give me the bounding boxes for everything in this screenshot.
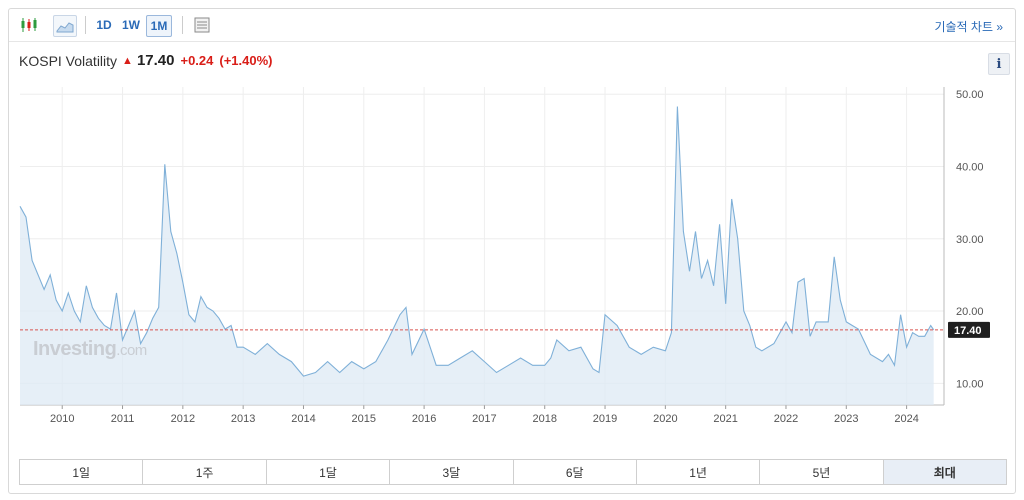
last-price-label-bg (948, 321, 990, 338)
range-tab[interactable]: 1년 (637, 460, 761, 484)
price-change-percent: (+1.40%) (219, 53, 273, 68)
x-tick-label: 2022 (774, 413, 798, 425)
x-tick-label: 2024 (894, 413, 918, 425)
x-tick-label: 2013 (231, 413, 255, 425)
technical-chart-link[interactable]: 기술적 차트 » (934, 20, 1003, 34)
x-tick-label: 2017 (472, 413, 496, 425)
range-tab[interactable]: 1일 (20, 460, 144, 484)
range-tab[interactable]: 5년 (760, 460, 884, 484)
y-tick-label: 20.00 (956, 306, 984, 318)
x-tick-label: 2012 (171, 413, 195, 425)
quote-header: KOSPI Volatility ▲ 17.40 +0.24 (+1.40%) (19, 52, 273, 69)
candlestick-icon[interactable] (19, 15, 39, 35)
price-change: +0.24 (180, 53, 214, 68)
x-tick-label: 2011 (111, 413, 135, 425)
range-tab[interactable]: 6달 (514, 460, 637, 484)
last-price-label: 17.40 (954, 325, 982, 337)
range-tab[interactable]: 1주 (143, 460, 267, 484)
x-tick-label: 2015 (352, 413, 376, 425)
chart-toolbar: 1D 1W 1M 기술적 차트 » (9, 9, 1015, 42)
range-tab[interactable]: 1달 (267, 460, 391, 484)
range-tab[interactable]: 3달 (390, 460, 514, 484)
toolbar-divider (85, 16, 86, 34)
x-tick-label: 2018 (532, 413, 556, 425)
investing-watermark: Investing.com (33, 338, 147, 361)
x-tick-label: 2023 (834, 413, 858, 425)
toolbar-divider (182, 16, 183, 34)
interval-1m-button[interactable]: 1M (146, 15, 172, 37)
watermark-brand: Investing (33, 338, 117, 360)
time-range-selector: 1일 1주 1달 3달 6달 1년 5년 최대 (19, 459, 1007, 485)
instrument-name: KOSPI Volatility (19, 52, 118, 69)
range-tab[interactable]: 최대 (883, 460, 1006, 484)
up-arrow-icon: ▲ (122, 54, 133, 67)
x-tick-label: 2021 (713, 413, 737, 425)
y-tick-label: 10.00 (956, 378, 984, 390)
x-tick-label: 2014 (291, 413, 315, 425)
info-button[interactable]: i (988, 53, 1010, 75)
y-tick-label: 40.00 (956, 162, 984, 174)
y-tick-label: 30.00 (956, 234, 984, 246)
series-area-fill (20, 106, 934, 405)
y-tick-label: 50.00 (956, 89, 984, 101)
x-tick-label: 2019 (593, 413, 617, 425)
x-tick-label: 2010 (50, 413, 74, 425)
table-view-icon[interactable] (192, 15, 212, 35)
series-line (19, 106, 935, 377)
last-price: 17.40 (136, 52, 175, 69)
x-tick-label: 2020 (653, 413, 677, 425)
area-chart-icon[interactable] (53, 15, 77, 37)
x-tick-label: 2016 (412, 413, 436, 425)
watermark-suffix: .com (116, 342, 147, 359)
interval-1w-button[interactable]: 1W (122, 18, 140, 32)
interval-1d-button[interactable]: 1D (96, 18, 112, 32)
